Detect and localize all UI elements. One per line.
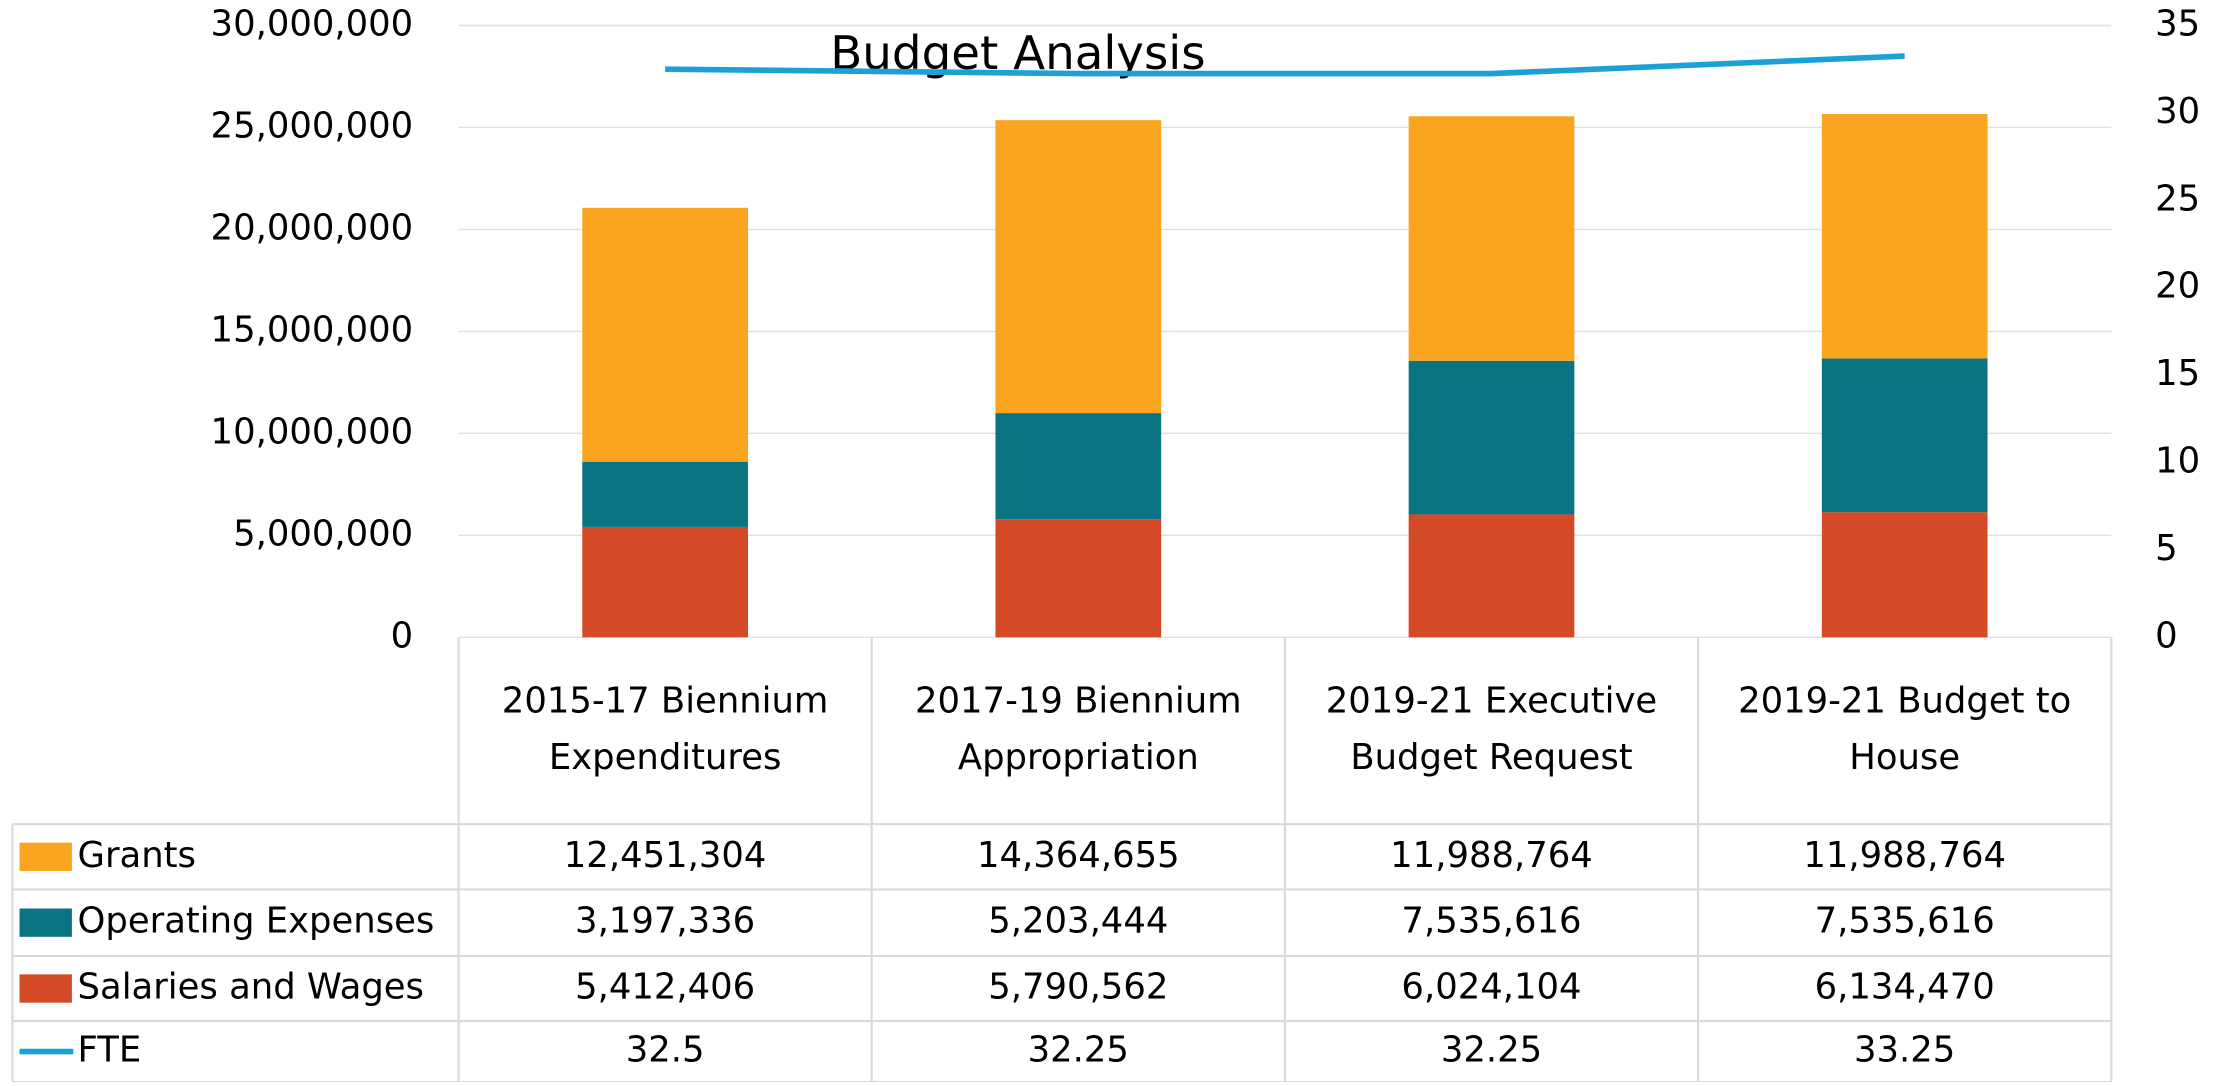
y2-tick-label: 30 (2155, 91, 2200, 132)
bar-segment (1408, 360, 1575, 515)
bar-segment (995, 120, 1162, 414)
y2-tick-label: 35 (2155, 3, 2200, 44)
table-cell: 6,134,470 (1815, 967, 1995, 1008)
bar-segment (1821, 512, 1988, 638)
table-cell: 12,451,304 (564, 835, 767, 876)
legend-key (19, 842, 72, 871)
table-cell: 11,988,764 (1803, 835, 2006, 876)
y2-tick-label: 10 (2155, 441, 2200, 482)
y2-tick-label: 20 (2155, 266, 2200, 307)
y-tick-label: 20,000,000 (211, 207, 414, 248)
bar-segment (995, 519, 1162, 638)
table-cell: 6,024,104 (1401, 967, 1581, 1008)
table-cell: 32.25 (1028, 1030, 1129, 1071)
y2-tick-label: 0 (2155, 615, 2178, 656)
bar-segment (1408, 116, 1575, 361)
x-tick-label: 2019-21 Budget to House (1738, 680, 2071, 778)
y-tick-label: 10,000,000 (211, 411, 414, 452)
bar-segment (582, 207, 748, 462)
table-cell: 7,535,616 (1401, 901, 1581, 942)
table-cell: 11,988,764 (1390, 835, 1593, 876)
legend-label: Grants (78, 835, 196, 876)
y2-tick-label: 5 (2155, 528, 2178, 569)
x-tick-label: 2015-17 Biennium Expenditures (502, 680, 829, 778)
legend-key (19, 908, 72, 937)
legend-label: Operating Expenses (78, 901, 435, 942)
table-cell: 33.25 (1854, 1030, 1955, 1071)
table-cell: 32.25 (1441, 1030, 1542, 1071)
bar-segment (1408, 514, 1575, 638)
bar-segment (582, 526, 748, 638)
legend-key (19, 974, 72, 1003)
line-series (665, 53, 1905, 77)
table-cell: 5,790,562 (988, 967, 1168, 1008)
table-cell: 5,203,444 (988, 901, 1168, 942)
table-cell: 5,412,406 (575, 967, 755, 1008)
legend-label: Salaries and Wages (78, 967, 424, 1008)
bar-segment (995, 413, 1162, 520)
table-cell: 7,535,616 (1815, 901, 1995, 942)
bar-segment (1821, 114, 1988, 359)
x-tick-label: 2019-21 Executive Budget Request (1326, 680, 1657, 778)
y-tick-label: 5,000,000 (233, 513, 413, 554)
y-tick-label: 30,000,000 (211, 3, 414, 44)
legend-label: FTE (78, 1030, 142, 1071)
y2-tick-label: 25 (2155, 178, 2200, 219)
table-cell: 32.5 (626, 1030, 705, 1071)
y-tick-label: 15,000,000 (211, 309, 414, 350)
y-tick-label: 25,000,000 (211, 105, 414, 146)
y-tick-label: 0 (391, 615, 414, 656)
y2-tick-label: 15 (2155, 353, 2200, 394)
bar-segment (1821, 358, 1988, 513)
x-tick-label: 2017-19 Biennium Appropriation (915, 680, 1242, 778)
table-cell: 3,197,336 (575, 901, 755, 942)
bar-segment (582, 461, 748, 527)
table-cell: 14,364,655 (977, 835, 1180, 876)
